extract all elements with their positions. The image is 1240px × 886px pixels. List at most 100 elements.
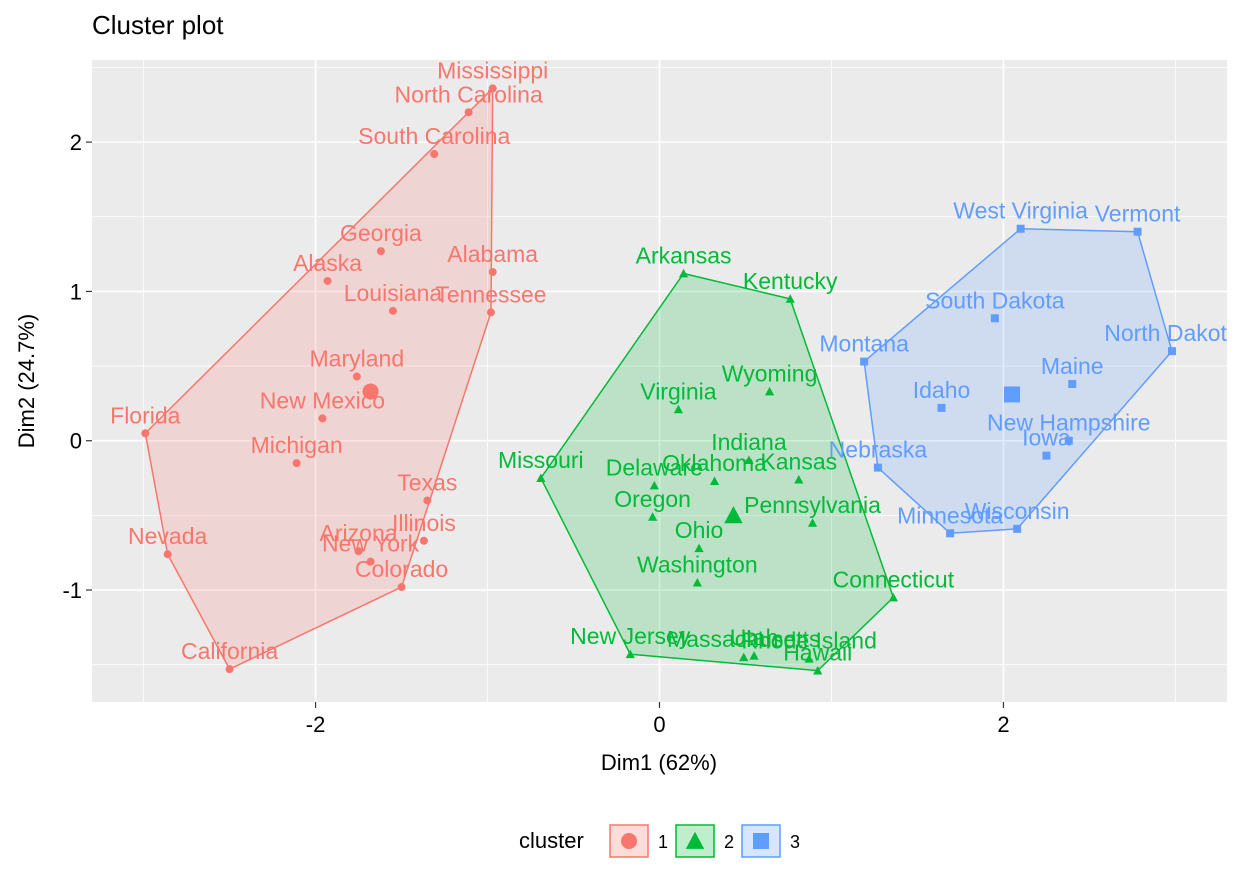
label-south-dakota: South Dakota	[925, 287, 1065, 313]
label-washington: Washington	[637, 552, 758, 578]
label-arizona: Arizona	[320, 520, 398, 546]
legend-marker-2	[685, 831, 705, 849]
point-north-carolina	[464, 108, 473, 117]
point-vermont	[1133, 227, 1142, 236]
point-west-virginia	[1016, 224, 1025, 233]
point-indiana	[744, 455, 754, 465]
label-nevada: Nevada	[128, 523, 207, 549]
point-utah	[749, 651, 759, 660]
label-kentucky: Kentucky	[743, 268, 838, 294]
cluster-1-centroid	[362, 383, 379, 400]
label-rhode-island: Rhode Island	[741, 628, 877, 654]
label-wyoming: Wyoming	[722, 360, 818, 386]
point-california	[225, 665, 234, 674]
label-minnesota: Minnesota	[897, 502, 1003, 528]
label-hawaii: Hawaii	[783, 640, 852, 666]
point-washington	[692, 577, 702, 587]
legend: cluster 1 2 3	[519, 824, 800, 858]
point-new-mexico	[318, 414, 327, 423]
label-illinois: Illinois	[392, 510, 456, 536]
label-maine: Maine	[1041, 353, 1104, 379]
x-axis-title: Dim1 (62%)	[601, 750, 717, 775]
label-kansas: Kansas	[760, 449, 837, 475]
point-arizona	[354, 547, 363, 556]
label-alabama: Alabama	[447, 241, 538, 267]
legend-marker-3	[753, 833, 769, 849]
point-mississippi	[488, 84, 497, 93]
label-connecticut: Connecticut	[833, 566, 955, 592]
label-new-hampshire: New Hampshire	[987, 410, 1151, 436]
point-nebraska	[873, 463, 882, 472]
point-south-carolina	[430, 150, 439, 159]
cluster-2-centroid	[724, 506, 743, 524]
point-new-jersey	[625, 649, 635, 659]
label-georgia: Georgia	[340, 220, 422, 246]
label-louisiana: Louisiana	[344, 280, 443, 306]
point-oklahoma	[709, 476, 720, 485]
legend-marker-1	[621, 833, 637, 849]
label-wisconsin: Wisconsin	[965, 498, 1070, 524]
point-montana	[860, 357, 869, 366]
x-tick-label: 2	[997, 712, 1009, 737]
label-north-dakota: North Dakota	[1104, 320, 1240, 346]
point-louisiana	[388, 306, 397, 315]
y-tick-label: 0	[70, 429, 82, 454]
y-axis-title: Dim2 (24.7%)	[14, 314, 39, 448]
label-idaho: Idaho	[913, 377, 971, 403]
label-pennsylvania: Pennsylvania	[744, 492, 881, 518]
point-texas	[423, 496, 432, 505]
point-pennsylvania	[807, 518, 818, 527]
label-south-carolina: South Carolina	[358, 123, 510, 149]
label-missouri: Missouri	[498, 447, 584, 473]
legend-label-3: 3	[790, 832, 800, 852]
x-tick-label: 0	[653, 712, 665, 737]
point-illinois	[419, 536, 428, 545]
label-mississippi: Mississippi	[437, 57, 548, 83]
point-connecticut	[888, 592, 898, 602]
label-california: California	[181, 638, 278, 664]
x-tick-label: -2	[306, 712, 326, 737]
label-oregon: Oregon	[614, 486, 691, 512]
label-new-jersey: New Jersey	[570, 623, 691, 649]
point-alaska	[323, 276, 332, 285]
point-maryland	[352, 372, 361, 381]
point-wyoming	[764, 386, 775, 396]
point-iowa	[1042, 451, 1051, 460]
label-florida: Florida	[110, 402, 181, 428]
point-maine	[1068, 379, 1077, 388]
point-rhode-island	[804, 654, 814, 663]
label-massachusetts: Massachusetts	[667, 626, 820, 652]
cluster-3-hull	[863, 227, 1173, 535]
label-west-virginia: West Virginia	[953, 198, 1088, 224]
point-delaware	[649, 480, 659, 490]
point-new-york	[366, 557, 375, 566]
point-kansas	[794, 474, 804, 484]
legend-label-1: 1	[658, 832, 668, 852]
y-tick-label: -1	[62, 578, 82, 603]
legend-title: cluster	[519, 828, 584, 853]
label-nebraska: Nebraska	[829, 437, 928, 463]
label-colorado: Colorado	[355, 556, 448, 582]
point-south-dakota	[990, 314, 999, 323]
label-tennessee: Tennessee	[435, 281, 546, 307]
point-michigan	[292, 459, 301, 468]
label-new-york: New York	[322, 531, 420, 557]
label-michigan: Michigan	[251, 432, 343, 458]
point-idaho	[937, 403, 946, 412]
label-delaware: Delaware	[606, 455, 703, 481]
label-texas: Texas	[397, 469, 457, 495]
label-new-mexico: New Mexico	[260, 387, 385, 413]
point-north-dakota	[1167, 347, 1176, 356]
point-oregon	[648, 512, 658, 521]
chart-title: Cluster plot	[92, 10, 224, 40]
point-kentucky	[785, 294, 795, 303]
label-vermont: Vermont	[1095, 201, 1181, 227]
point-new-hampshire	[1064, 436, 1073, 445]
point-massachusetts	[739, 652, 749, 662]
point-georgia	[376, 247, 385, 256]
label-north-carolina: North Carolina	[394, 81, 542, 107]
label-montana: Montana	[819, 331, 909, 357]
label-iowa: Iowa	[1022, 425, 1071, 451]
point-colorado	[397, 583, 406, 592]
